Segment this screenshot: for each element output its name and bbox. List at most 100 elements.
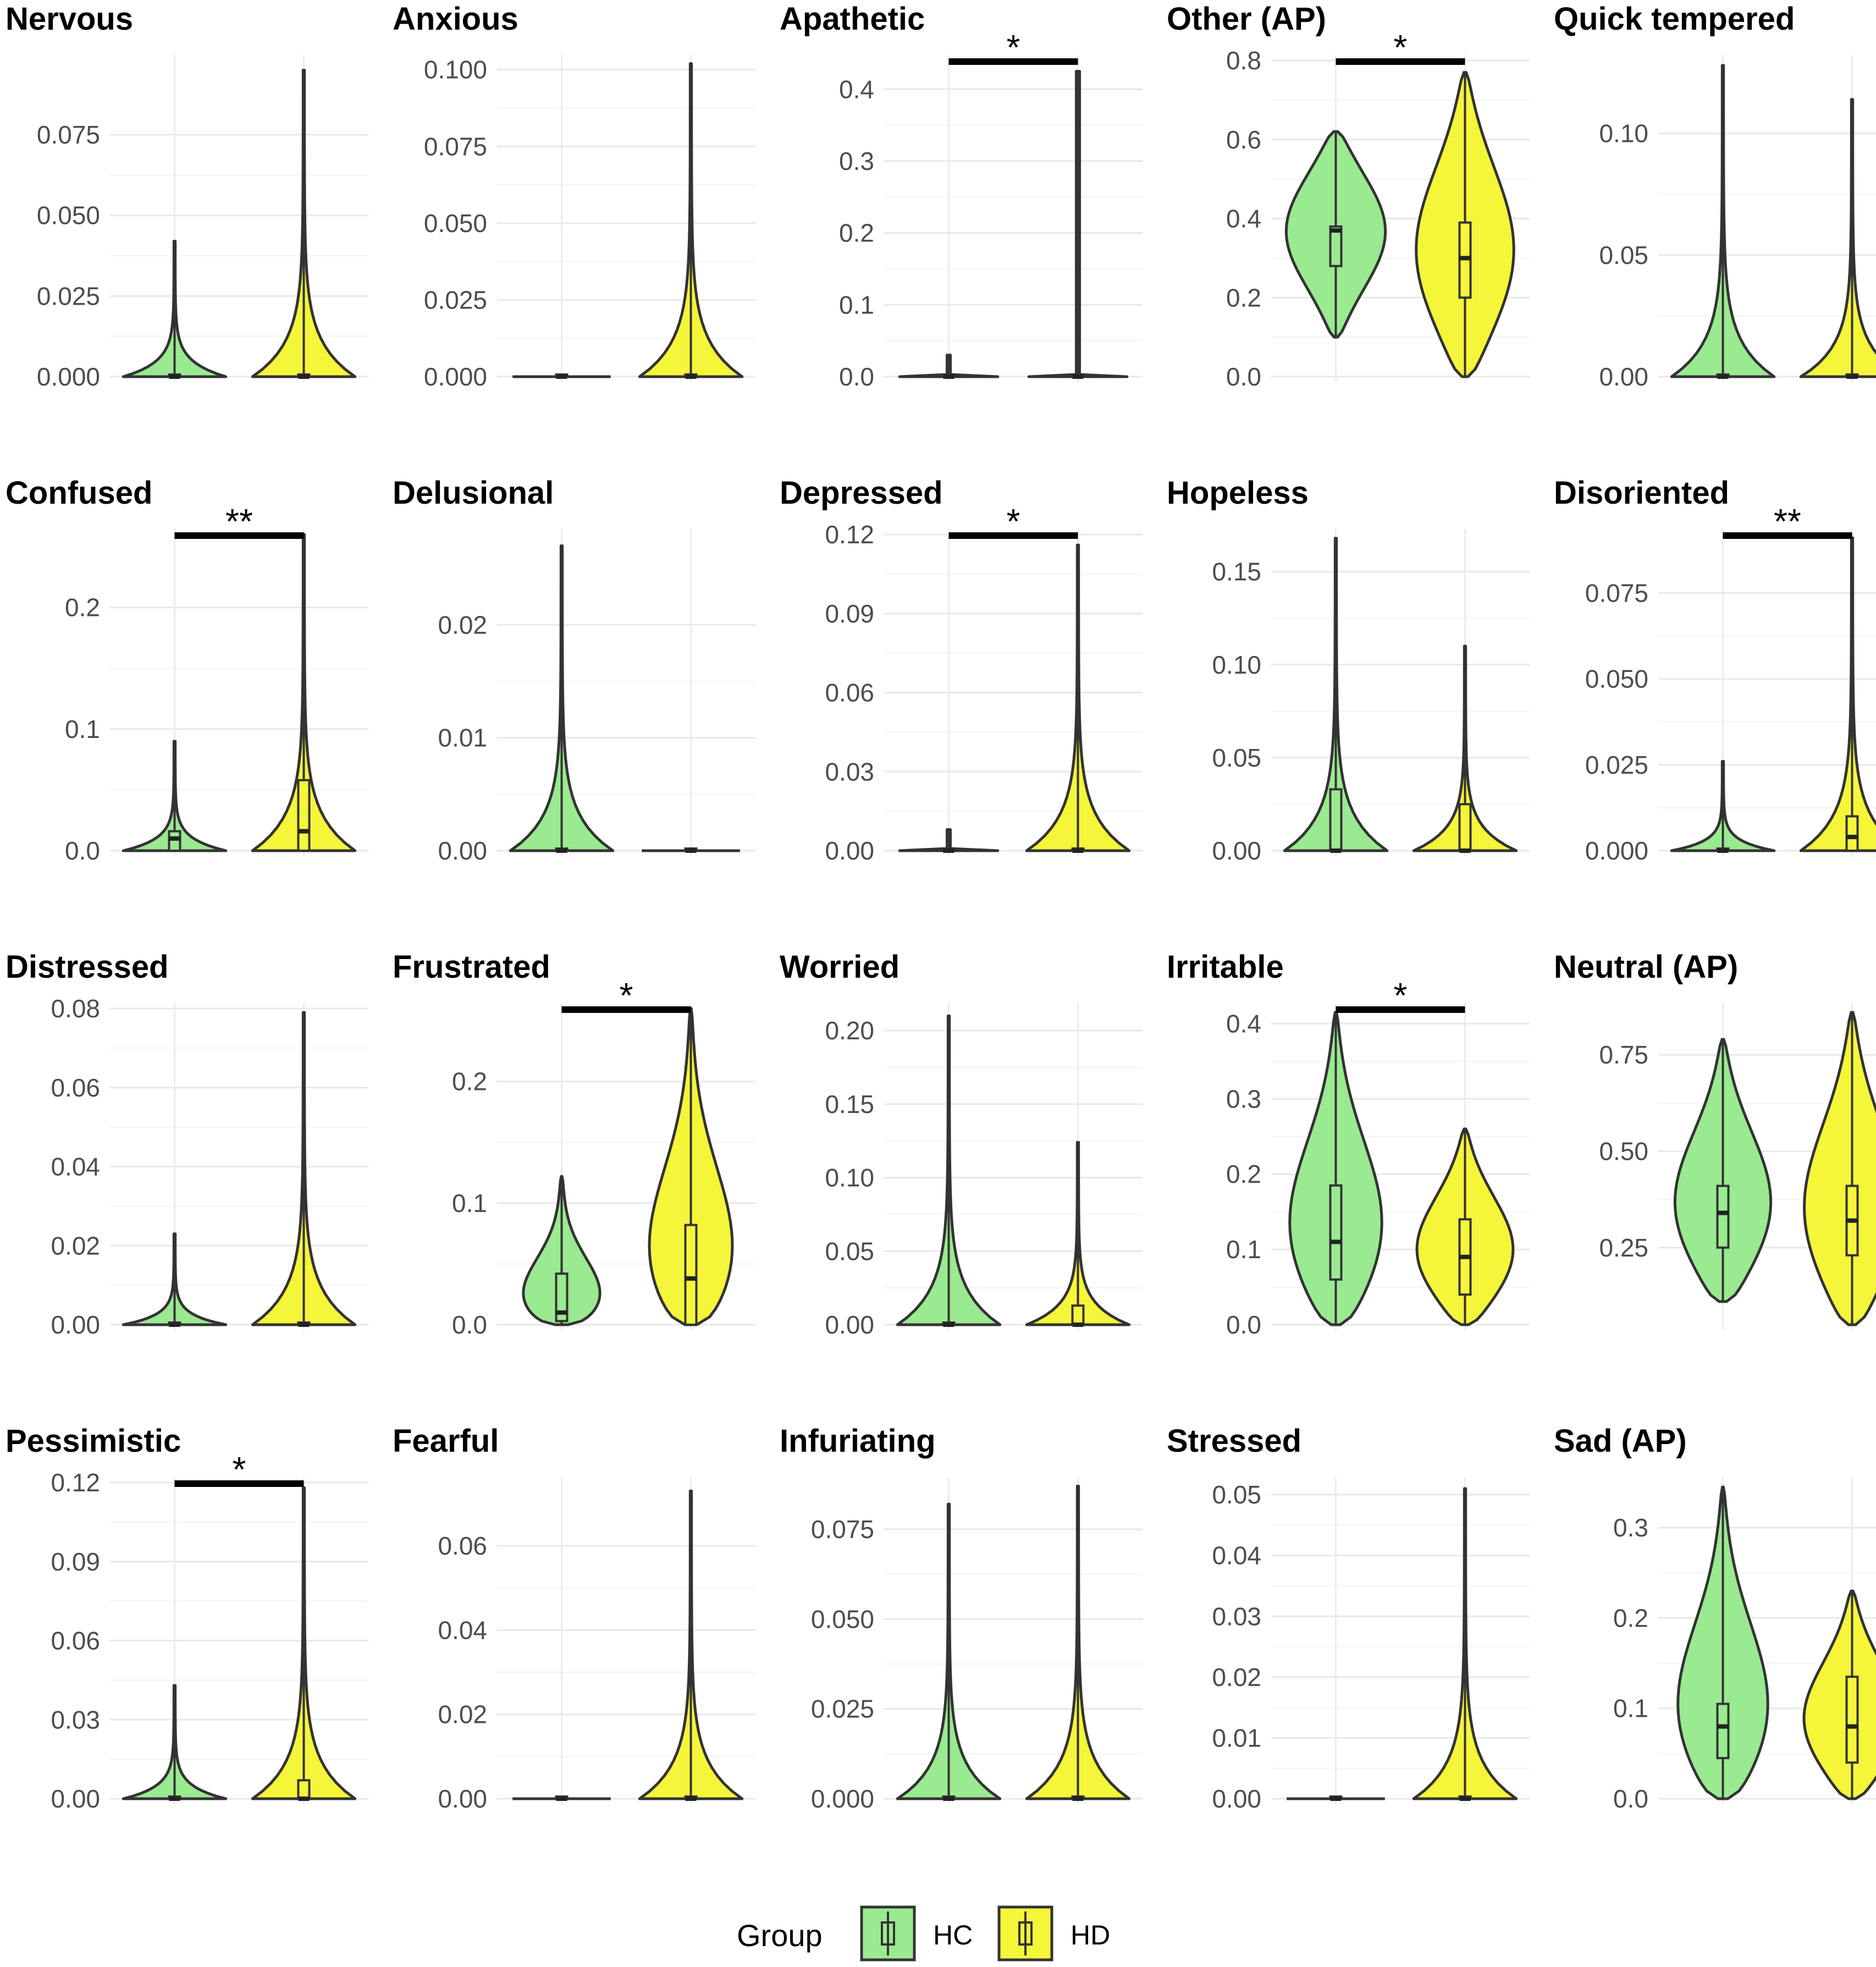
box-iqr bbox=[1716, 1184, 1730, 1249]
significance-label: ** bbox=[1774, 502, 1801, 541]
y-tick-label: 0.15 bbox=[825, 1090, 874, 1119]
significance-label: ** bbox=[225, 502, 253, 541]
y-tick-label: 0.0 bbox=[1613, 1784, 1648, 1813]
y-tick-label: 0.02 bbox=[1212, 1663, 1261, 1691]
y-tick-label: 0.06 bbox=[825, 679, 874, 707]
panel-depressed: Depressed 0.00 0.03 0.06 0.09 0.12 * bbox=[780, 475, 1143, 865]
panel-title: Apathetic bbox=[780, 1, 925, 37]
box-iqr bbox=[297, 779, 311, 852]
panel-title: Disoriented bbox=[1554, 475, 1729, 511]
y-tick-label: 0.3 bbox=[1613, 1513, 1648, 1542]
legend-label-hd: HD bbox=[1071, 1920, 1110, 1951]
y-tick-label: 0.00 bbox=[1212, 836, 1261, 865]
y-tick-label: 0.03 bbox=[1212, 1602, 1261, 1630]
y-tick-label: 0.00 bbox=[1599, 362, 1648, 391]
y-tick-label: 0.1 bbox=[839, 290, 874, 319]
y-tick-label: 0.075 bbox=[811, 1515, 874, 1544]
panel-other-ap: Other (AP) 0.0 0.2 0.4 0.6 0.8 * bbox=[1167, 1, 1530, 391]
panel-title: Worried bbox=[780, 949, 900, 985]
panel-title: Sad (AP) bbox=[1554, 1423, 1687, 1459]
y-tick-label: 0.050 bbox=[37, 201, 100, 230]
y-tick-label: 0.0 bbox=[452, 1310, 487, 1339]
legend-key-hd: HD bbox=[997, 1905, 1110, 1962]
violin-hd bbox=[1799, 98, 1876, 378]
y-tick-label: 0.05 bbox=[1599, 241, 1648, 269]
y-tick-label: 0.10 bbox=[1599, 119, 1648, 148]
y-tick-label: 0.75 bbox=[1599, 1040, 1648, 1069]
y-tick-label: 0.075 bbox=[37, 120, 100, 149]
panel-title: Depressed bbox=[780, 475, 943, 511]
y-tick-label: 0.03 bbox=[51, 1705, 100, 1734]
y-tick-label: 0.4 bbox=[1226, 205, 1261, 233]
significance-label: * bbox=[1394, 27, 1408, 67]
panel-sad-ap: Sad (AP) 0.0 0.1 0.2 0.3 bbox=[1554, 1423, 1876, 1813]
y-tick-label: 0.00 bbox=[1212, 1784, 1261, 1813]
panel-title: Fearful bbox=[393, 1423, 499, 1459]
y-tick-label: 0.2 bbox=[839, 219, 874, 247]
violin-hd bbox=[1799, 536, 1876, 852]
panel-title: Distressed bbox=[5, 949, 169, 985]
panel-neutral-ap: Neutral (AP) 0.25 0.50 0.75 bbox=[1554, 949, 1876, 1330]
y-tick-label: 0.06 bbox=[51, 1627, 100, 1655]
legend: Group HC HD bbox=[737, 1905, 1110, 1962]
box-iqr bbox=[1845, 815, 1859, 852]
panel-frustrated: Frustrated 0.0 0.1 0.2 * bbox=[393, 949, 755, 1339]
y-tick-label: 0.025 bbox=[811, 1695, 874, 1723]
y-tick-label: 0.00 bbox=[825, 1310, 874, 1339]
y-tick-label: 0.04 bbox=[1212, 1541, 1261, 1570]
violin-hd bbox=[1802, 1589, 1876, 1800]
y-tick-label: 0.09 bbox=[825, 599, 874, 628]
y-tick-label: 0.000 bbox=[811, 1784, 874, 1813]
panel-quick-tempered: Quick tempered 0.00 0.05 0.10 bbox=[1554, 1, 1876, 391]
legend-label-hc: HC bbox=[933, 1920, 973, 1951]
y-tick-label: 0.02 bbox=[51, 1231, 100, 1260]
panel-apathetic: Apathetic 0.0 0.1 0.2 0.3 0.4 * bbox=[780, 1, 1143, 391]
y-tick-label: 0.025 bbox=[1585, 751, 1648, 779]
y-tick-label: 0.00 bbox=[825, 836, 874, 865]
legend-title: Group bbox=[737, 1918, 823, 1953]
y-tick-label: 0.025 bbox=[424, 285, 487, 314]
y-tick-label: 0.50 bbox=[1599, 1137, 1648, 1165]
box-iqr bbox=[1071, 1304, 1085, 1326]
y-tick-label: 0.0 bbox=[1226, 1310, 1261, 1339]
significance-label: * bbox=[233, 1450, 246, 1489]
y-tick-label: 0.075 bbox=[424, 132, 487, 161]
y-tick-label: 0.050 bbox=[424, 209, 487, 238]
panel-delusional: Delusional 0.00 0.01 0.02 bbox=[393, 475, 755, 865]
y-tick-label: 0.000 bbox=[424, 362, 487, 391]
box-iqr bbox=[1716, 1702, 1730, 1760]
y-tick-label: 0.2 bbox=[1226, 1160, 1261, 1188]
box-iqr bbox=[168, 830, 181, 852]
y-tick-label: 0.0 bbox=[1226, 362, 1261, 391]
panel-worried: Worried 0.00 0.05 0.10 0.15 0.20 bbox=[780, 949, 1143, 1339]
y-tick-label: 0.04 bbox=[438, 1616, 487, 1644]
violin-hd bbox=[1803, 1011, 1876, 1326]
significance-label: * bbox=[1007, 502, 1020, 541]
panel-title: Hopeless bbox=[1167, 475, 1309, 511]
significance-label: * bbox=[1007, 27, 1020, 67]
y-tick-label: 0.20 bbox=[825, 1016, 874, 1045]
y-tick-label: 0.4 bbox=[839, 75, 874, 103]
panel-confused: Confused 0.0 0.1 0.2 ** bbox=[5, 475, 368, 865]
box-iqr bbox=[1329, 1184, 1343, 1281]
y-tick-label: 0.1 bbox=[452, 1189, 487, 1217]
significance-label: * bbox=[1394, 976, 1408, 1015]
y-tick-label: 0.05 bbox=[1212, 743, 1261, 772]
panel-title: Neutral (AP) bbox=[1554, 949, 1738, 985]
y-tick-label: 0.0 bbox=[65, 836, 100, 865]
panel-title: Anxious bbox=[393, 1, 518, 37]
panel-infuriating: Infuriating 0.000 0.025 0.050 0.075 bbox=[780, 1423, 1143, 1813]
y-tick-label: 0.00 bbox=[438, 1784, 487, 1813]
panel-irritable: Irritable 0.0 0.1 0.2 0.3 0.4 * bbox=[1167, 949, 1530, 1339]
panel-hopeless: Hopeless 0.00 0.05 0.10 0.15 bbox=[1167, 475, 1530, 865]
y-tick-label: 0.075 bbox=[1585, 578, 1648, 607]
panel-title: Other (AP) bbox=[1167, 1, 1326, 37]
y-tick-label: 0.09 bbox=[51, 1547, 100, 1576]
y-tick-label: 0.05 bbox=[1212, 1480, 1261, 1509]
panel-fearful: Fearful 0.00 0.02 0.04 0.06 bbox=[393, 1423, 755, 1813]
y-tick-label: 0.2 bbox=[65, 593, 100, 622]
y-tick-label: 0.3 bbox=[1226, 1084, 1261, 1113]
y-tick-label: 0.10 bbox=[825, 1164, 874, 1192]
box-iqr bbox=[297, 1779, 311, 1800]
box-iqr bbox=[555, 1272, 569, 1323]
